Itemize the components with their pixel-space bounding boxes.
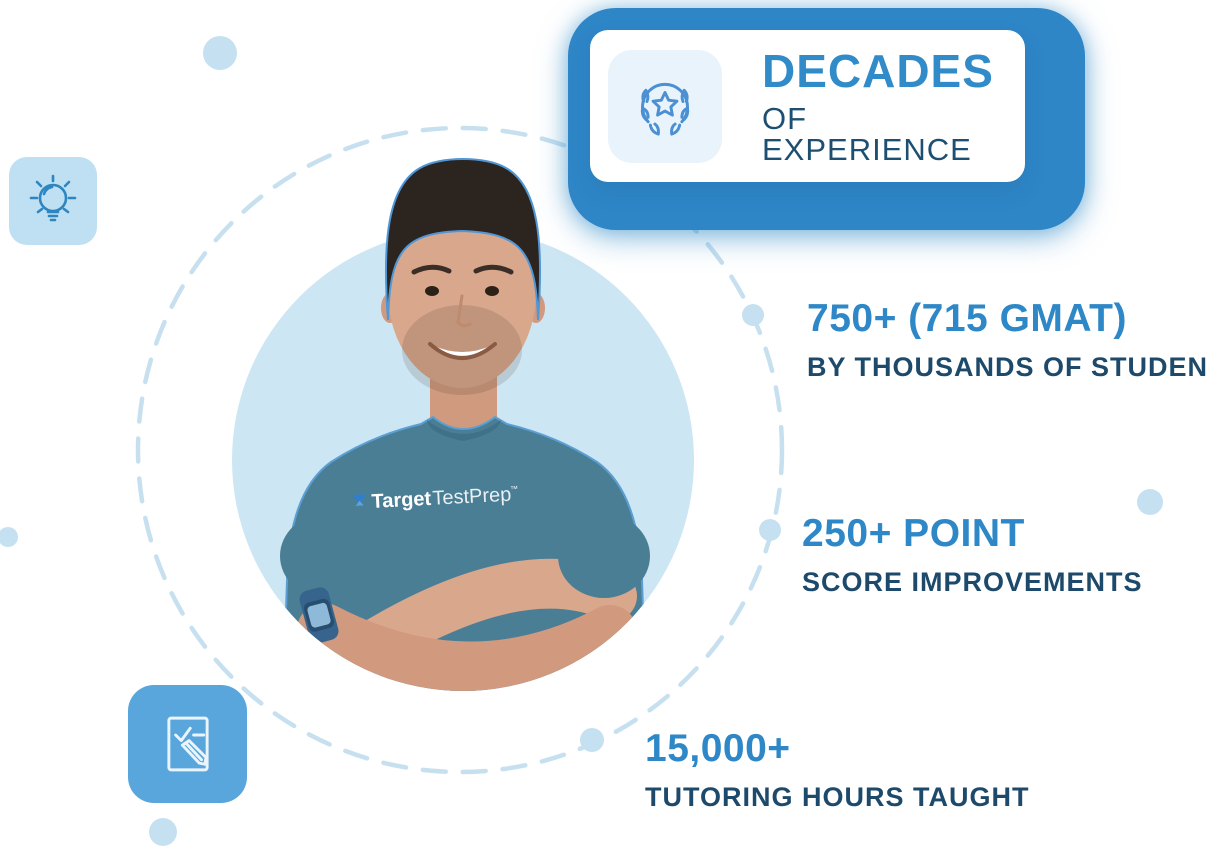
badge-subtitle: OF EXPERIENCE <box>762 100 972 167</box>
badge-icon-tile <box>608 49 722 163</box>
experience-badge-card: DECADES OF EXPERIENCE <box>590 30 1025 182</box>
decor-dot <box>203 36 237 70</box>
laurel-wreath-star-icon <box>640 82 690 136</box>
checklist-pencil-icon <box>166 716 209 772</box>
decor-dot <box>742 304 764 326</box>
badge-title: DECADES <box>762 44 994 97</box>
decor-dot <box>580 728 604 752</box>
checklist-tile <box>128 685 247 803</box>
decor-dot <box>1137 489 1163 515</box>
stat-value: 15,000+ <box>645 727 791 770</box>
lightbulb-icon <box>29 174 77 222</box>
lightbulb-tile <box>9 157 97 245</box>
shirt-logo: Target TestPrep ™ <box>352 484 518 513</box>
smartwatch <box>299 587 339 644</box>
tutor-portrait-photo: Target TestPrep ™ <box>280 158 650 691</box>
decor-dot <box>0 527 18 547</box>
stat-label: TUTORING HOURS TAUGHT <box>645 782 1030 812</box>
stat-value: 250+ POINT <box>802 512 1025 555</box>
shirt-logo-trademark: ™ <box>510 484 518 493</box>
stat-tutoring-hours: 15,000+ TUTORING HOURS TAUGHT <box>645 729 1030 811</box>
experience-badge-frame: DECADES OF EXPERIENCE <box>568 8 1085 230</box>
stat-score-improvements: 250+ POINT SCORE IMPROVEMENTS <box>802 514 1143 596</box>
shirt-logo-text-bold: Target <box>371 488 432 513</box>
shirt-logo-text-light: TestPrep <box>432 484 512 510</box>
stat-value: 750+ (715 GMAT) <box>807 297 1127 340</box>
stat-label: SCORE IMPROVEMENTS <box>802 567 1143 597</box>
stat-label: BY THOUSANDS OF STUDENTS <box>807 352 1206 382</box>
dashed-orbit-circle <box>135 125 785 775</box>
stat-top-scores: 750+ (715 GMAT) BY THOUSANDS OF STUDENTS <box>807 299 1206 381</box>
decor-dot <box>149 818 177 846</box>
decor-dot <box>759 519 781 541</box>
